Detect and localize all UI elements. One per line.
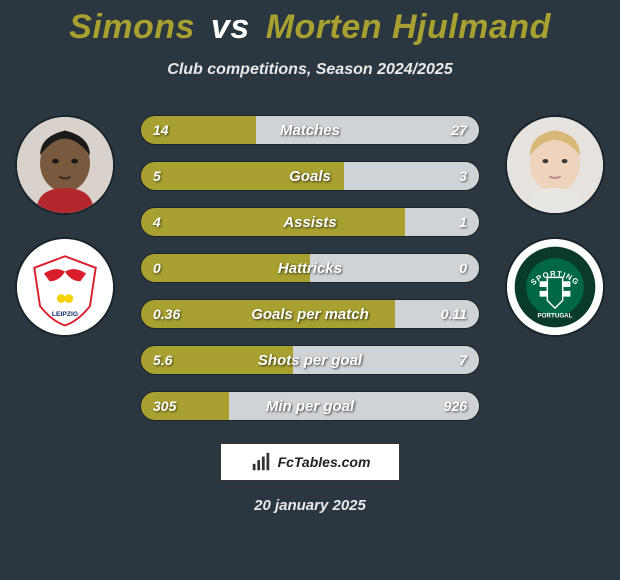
rb-leipzig-icon: LEIPZIG	[17, 239, 113, 335]
player1-club-badge: LEIPZIG	[15, 237, 115, 337]
stat-row: Hattricks0 0	[140, 253, 480, 283]
stat-left-value: 5.6	[141, 346, 184, 374]
stat-label: Hattricks	[141, 254, 479, 282]
player2-avatar	[505, 115, 605, 215]
stat-left-value: 4	[141, 208, 173, 236]
stat-row: Matches14 27	[140, 115, 480, 145]
stat-right-value: 0	[447, 254, 479, 282]
stat-row: Goals5 3	[140, 161, 480, 191]
player2-name: Morten Hjulmand	[266, 8, 551, 46]
stat-right-value: 27	[439, 116, 479, 144]
stats-bars: Matches14 27 Goals5 3 Assists4 1 Hattricks0 0 Go…	[140, 115, 480, 421]
stat-row: Assists4 1	[140, 207, 480, 237]
svg-text:PORTUGAL: PORTUGAL	[538, 313, 573, 320]
left-column: LEIPZIG	[10, 115, 120, 337]
subtitle: Club competitions, Season 2024/2025	[0, 61, 620, 79]
footer-date: 20 january 2025	[0, 497, 620, 514]
stat-right-value: 1	[447, 208, 479, 236]
stat-row: Min per goal305 926	[140, 391, 480, 421]
chart-icon	[250, 451, 272, 473]
stat-left-value: 0.36	[141, 300, 192, 328]
stat-right-value: 0.11	[429, 300, 479, 328]
footer-logo: FcTables.com	[220, 443, 400, 481]
stat-row: Shots per goal5.6 7	[140, 345, 480, 375]
player1-name: Simons	[69, 8, 195, 46]
player1-avatar	[15, 115, 115, 215]
stat-label: Goals	[141, 162, 479, 190]
stat-left-value: 14	[141, 116, 181, 144]
player1-face-icon	[17, 117, 113, 213]
stat-right-value: 7	[447, 346, 479, 374]
stat-row: Goals per match0.360.11	[140, 299, 480, 329]
content-area: LEIPZIG	[0, 115, 620, 421]
stat-left-value: 305	[141, 392, 188, 420]
stat-label: Min per goal	[141, 392, 479, 420]
stat-right-value: 926	[432, 392, 479, 420]
svg-text:LEIPZIG: LEIPZIG	[52, 311, 78, 318]
vs-text: vs	[211, 8, 250, 46]
stat-right-value: 3	[447, 162, 479, 190]
stat-left-value: 0	[141, 254, 173, 282]
sporting-cp-icon: SPORTING PORTUGAL	[507, 239, 603, 335]
player2-face-icon	[507, 117, 603, 213]
stat-label: Shots per goal	[141, 346, 479, 374]
player2-club-badge: SPORTING PORTUGAL	[505, 237, 605, 337]
footer-logo-text: FcTables.com	[278, 454, 371, 470]
stat-label: Assists	[141, 208, 479, 236]
stat-left-value: 5	[141, 162, 173, 190]
right-column: SPORTING PORTUGAL	[500, 115, 610, 337]
comparison-title: Simons vs Morten Hjulmand	[0, 0, 620, 47]
stat-label: Matches	[141, 116, 479, 144]
